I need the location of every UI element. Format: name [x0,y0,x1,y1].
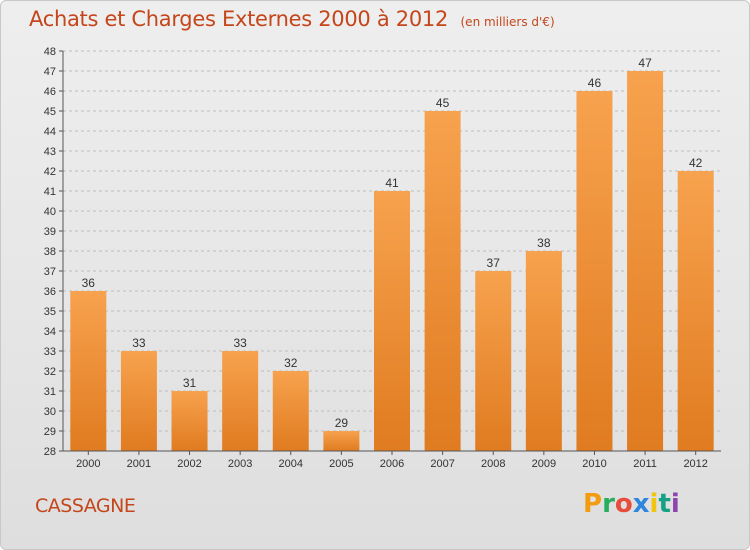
y-tick-label: 46 [44,86,56,98]
data-label: 42 [689,156,703,170]
logo-letter: x [632,489,650,519]
bar-2007 [424,111,461,451]
y-tick-label: 43 [44,146,56,158]
y-tick-label: 42 [44,166,56,178]
logo-letter: P [583,489,603,519]
y-tick-label: 35 [44,306,56,318]
y-tick-label: 32 [44,366,56,378]
bar-2009 [525,251,562,451]
data-label: 45 [436,96,450,110]
y-tick-label: 31 [44,386,56,398]
x-tick-label: 2004 [279,458,303,470]
data-label: 46 [588,76,602,90]
data-label: 47 [638,56,652,70]
x-tick-label: 2012 [683,458,707,470]
bar-2012 [677,171,714,451]
bar-2003 [222,351,259,451]
y-tick-label: 30 [44,406,56,418]
chart-unit-label: (en milliers d'€) [460,15,555,29]
data-label: 29 [335,416,349,430]
y-tick-label: 47 [44,66,56,78]
x-tick-label: 2009 [532,458,556,470]
data-label: 41 [385,176,399,190]
bar-2000 [70,291,107,451]
data-label: 38 [537,236,551,250]
commune-name: CASSAGNE [35,495,136,517]
bar-2011 [627,71,664,451]
y-tick-label: 28 [44,446,56,458]
x-tick-label: 2003 [228,458,252,470]
y-tick-label: 45 [44,106,56,118]
x-tick-label: 2007 [430,458,454,470]
bar-2005 [323,431,360,451]
y-tick-label: 41 [44,186,56,198]
y-tick-label: 29 [44,426,56,438]
logo-letter: r [602,489,615,519]
title-row: Achats et Charges Externes 2000 à 2012 (… [29,7,555,31]
y-tick-label: 37 [44,266,56,278]
x-tick-label: 2002 [177,458,201,470]
logo-letter: i [670,489,680,519]
data-label: 31 [183,376,197,390]
y-tick-label: 48 [44,46,56,58]
data-label: 36 [82,276,96,290]
proxiti-logo[interactable]: Proxiti [583,489,680,519]
x-tick-label: 2006 [380,458,404,470]
data-label: 32 [284,356,298,370]
x-tick-label: 2000 [76,458,100,470]
chart-title: Achats et Charges Externes 2000 à 2012 [29,7,449,31]
y-tick-label: 38 [44,246,56,258]
y-tick-label: 36 [44,286,56,298]
x-tick-label: 2001 [127,458,151,470]
logo-letter: t [658,489,671,519]
data-label: 33 [132,336,146,350]
y-tick-label: 40 [44,206,56,218]
bar-2001 [120,351,157,451]
data-label: 33 [233,336,247,350]
bar-2010 [576,91,613,451]
y-tick-label: 44 [44,126,56,138]
bar-2008 [475,271,512,451]
logo-letter: i [649,489,659,519]
data-label: 37 [487,256,501,270]
y-tick-label: 34 [44,326,56,338]
x-tick-label: 2010 [582,458,606,470]
bar-2002 [171,391,208,451]
axes: 28 29 30 31 32 33 34 35 36 37 38 39 40 41 42 43 44 45 46 47… [44,46,721,470]
x-tick-label: 2005 [329,458,353,470]
bar-2006 [374,191,410,451]
bars: 36 33 31 33 32 29 41 45 37 38 46 47 42 [70,56,714,451]
bar-2004 [272,371,309,451]
x-tick-label: 2008 [481,458,505,470]
x-tick-label: 2011 [633,458,657,470]
logo-letter: o [614,489,633,519]
y-tick-label: 39 [44,226,56,238]
y-tick-label: 33 [44,346,56,358]
